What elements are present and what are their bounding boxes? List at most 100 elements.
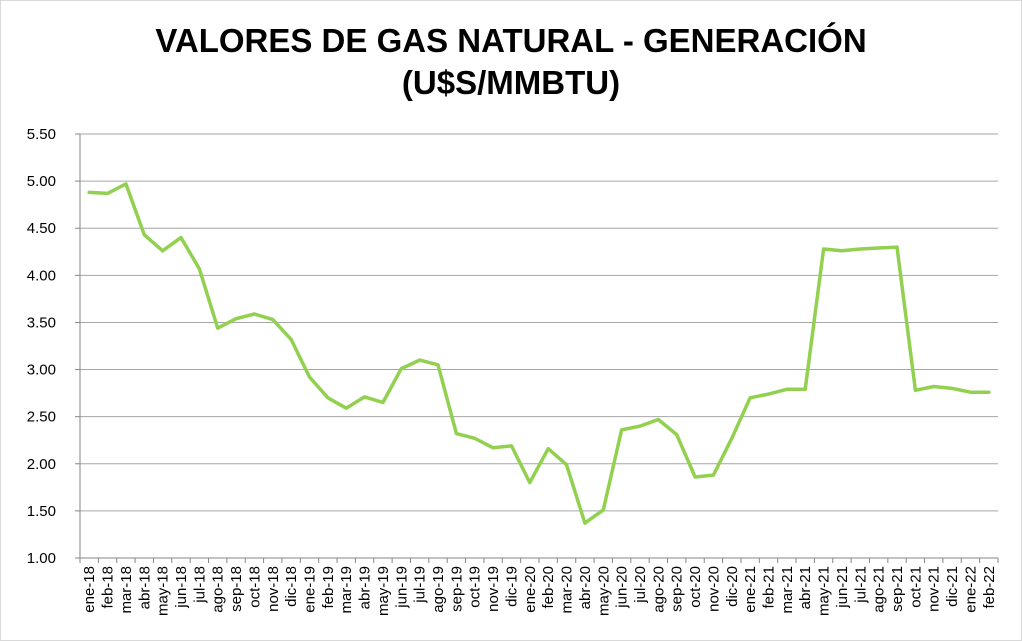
- data-point: [436, 363, 440, 367]
- y-tick-label: 1.00: [27, 550, 56, 567]
- data-point: [308, 375, 311, 379]
- data-point: [601, 508, 605, 512]
- data-point: [344, 406, 348, 410]
- data-point: [326, 396, 330, 400]
- data-point: [803, 387, 807, 391]
- x-tick-label: nov-20: [705, 566, 722, 612]
- x-tick-label: feb-20: [540, 566, 557, 609]
- x-tick-label: dic-18: [283, 566, 300, 607]
- x-tick-label: jun-18: [173, 566, 190, 609]
- y-tick-label: 2.50: [27, 409, 56, 426]
- x-tick-label: ago-18: [210, 566, 227, 613]
- data-point: [840, 249, 844, 253]
- y-tick-label: 5.50: [27, 126, 56, 143]
- x-tick-label: may-21: [816, 566, 833, 616]
- data-point: [767, 392, 770, 396]
- x-tick-label: may-18: [155, 566, 172, 616]
- data-point: [509, 444, 513, 448]
- y-tick-label: 4.50: [27, 220, 56, 237]
- data-point: [693, 475, 697, 479]
- x-tick-label: jun-20: [614, 566, 631, 609]
- x-tick-label: mar-18: [118, 566, 135, 614]
- x-tick-label: nov-18: [265, 566, 282, 612]
- x-tick-label: mar-21: [779, 566, 796, 614]
- data-point: [858, 247, 862, 251]
- y-axis-tick-labels: 1.00 1.50 2.00 2.50 3.00 3.50 4.00 4.50 5.00 5.50: [27, 126, 56, 567]
- x-tick-label: jul-21: [852, 566, 869, 604]
- data-point: [620, 428, 624, 432]
- y-tick-label: 3.00: [27, 362, 56, 379]
- chart-title: VALORES DE GAS NATURAL - GENERACIÓN (U$S…: [0, 20, 1022, 104]
- x-tick-label: jun-21: [834, 566, 851, 609]
- axes: [75, 133, 999, 563]
- data-point: [877, 246, 881, 250]
- data-point: [381, 401, 385, 405]
- data-point: [124, 182, 128, 186]
- x-tick-label: may-20: [595, 566, 612, 616]
- series-line: [87, 182, 991, 525]
- x-tick-label: feb-19: [320, 566, 337, 609]
- x-tick-label: sep-18: [228, 566, 245, 612]
- data-point: [87, 190, 91, 194]
- data-point: [161, 249, 165, 253]
- data-point: [491, 446, 495, 450]
- y-tick-label: 4.00: [27, 267, 56, 284]
- x-tick-label: abr-21: [797, 566, 814, 609]
- x-tick-label: mar-20: [559, 566, 576, 614]
- x-tick-label: jul-20: [632, 566, 649, 604]
- data-point: [822, 247, 826, 251]
- x-tick-label: sep-19: [448, 566, 465, 612]
- x-tick-label: jul-18: [191, 566, 208, 604]
- gridlines: [80, 133, 998, 512]
- x-tick-label: feb-18: [100, 566, 117, 609]
- data-point: [234, 317, 238, 321]
- x-tick-label: abr-18: [136, 566, 153, 609]
- x-tick-label: ene-22: [962, 566, 979, 613]
- x-tick-label: ene-19: [302, 566, 319, 613]
- data-point: [216, 326, 220, 330]
- x-tick-label: ago-21: [871, 566, 888, 613]
- data-point: [987, 390, 991, 394]
- data-point: [748, 396, 752, 400]
- series: [87, 182, 991, 525]
- y-tick-label: 5.00: [27, 173, 56, 190]
- x-axis-tick-labels: ene-18 feb-18 mar-18 abr-18 may-18 jun-18 jul-…: [81, 566, 998, 616]
- data-point: [675, 433, 679, 437]
- chart-title-line-2: (U$S/MMBTU): [401, 64, 621, 101]
- data-point: [197, 267, 201, 271]
- y-tick-label: 2.00: [27, 456, 56, 473]
- x-tick-label: nov-21: [926, 566, 943, 612]
- data-point: [968, 390, 972, 394]
- data-point: [528, 481, 532, 485]
- data-point: [711, 473, 715, 477]
- x-tick-label: jul-19: [412, 566, 429, 604]
- data-point: [399, 367, 403, 371]
- x-tick-label: ago-20: [650, 566, 667, 613]
- x-tick-label: feb-22: [981, 566, 998, 609]
- x-tick-label: ago-19: [430, 566, 447, 613]
- data-point: [252, 312, 256, 316]
- data-point: [179, 236, 183, 240]
- x-tick-label: oct-21: [907, 566, 924, 608]
- data-point: [913, 388, 917, 392]
- data-point: [932, 385, 936, 389]
- data-point: [546, 447, 550, 451]
- x-tick-label: sep-20: [669, 566, 686, 612]
- x-tick-label: dic-20: [724, 566, 741, 607]
- data-point: [454, 432, 458, 436]
- data-point: [785, 387, 789, 391]
- x-tick-label: abr-20: [577, 566, 594, 609]
- data-point: [142, 233, 146, 237]
- chart-title-line-1: VALORES DE GAS NATURAL - GENERACIÓN: [155, 22, 867, 59]
- data-point: [106, 191, 110, 195]
- x-tick-label: ene-20: [522, 566, 539, 613]
- data-point: [363, 395, 367, 399]
- data-point: [950, 386, 954, 390]
- y-tick-label: 1.50: [27, 503, 56, 520]
- x-tick-label: abr-19: [357, 566, 374, 609]
- data-point: [565, 463, 569, 467]
- x-tick-label: nov-19: [485, 566, 502, 612]
- x-tick-label: oct-19: [467, 566, 484, 608]
